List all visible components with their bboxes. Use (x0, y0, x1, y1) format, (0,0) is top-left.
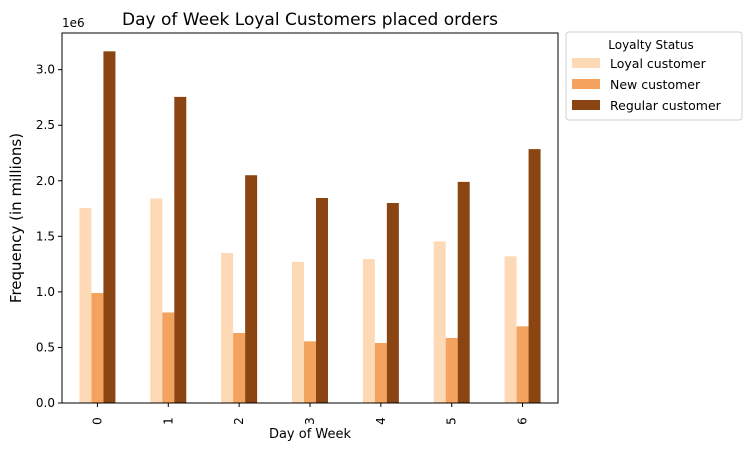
bar-new-customer-day-2 (233, 333, 246, 403)
bar-loyal-customer-day-5 (433, 241, 446, 403)
y-tick-label: 2.0 (36, 174, 55, 188)
plot-frame (61, 32, 559, 404)
x-tick-label: 5 (445, 417, 459, 425)
bar-loyal-customer-day-0 (79, 208, 92, 403)
bar-loyal-customer-day-2 (221, 253, 234, 403)
y-axis-offset-label: 1e6 (62, 16, 85, 30)
bar-new-customer-day-6 (516, 326, 529, 403)
bar-loyal-customer-day-3 (292, 261, 304, 403)
legend-swatch (572, 58, 600, 68)
y-axis-label: Frequency (in millions) (7, 133, 25, 303)
bar-regular-customer-day-4 (386, 203, 399, 403)
bar-new-customer-day-1 (162, 312, 175, 403)
bar-new-customer-day-5 (445, 338, 458, 403)
x-tick-label: 2 (232, 417, 246, 425)
legend-label: Regular customer (610, 98, 722, 113)
bar-loyal-customer-day-6 (504, 256, 517, 403)
x-tick-label: 4 (374, 417, 388, 425)
legend-label: Loyal customer (610, 56, 707, 71)
legend-label: New customer (610, 77, 701, 92)
axes-layer: 0.0 0.5 1.0 1.5 2.0 2.5 3.0 0 1 2 3 4 5 6 (36, 32, 559, 425)
legend-items: Loyal customer New customer Regular custom… (572, 56, 722, 113)
bar-regular-customer-day-0 (103, 51, 116, 403)
x-tick-label: 0 (90, 417, 104, 425)
y-tick-label: 0.0 (36, 396, 55, 410)
bar-loyal-customer-day-4 (362, 259, 375, 403)
bar-new-customer-day-4 (374, 343, 387, 403)
y-tick-label: 1.0 (36, 285, 55, 299)
bar-new-customer-day-0 (91, 293, 104, 403)
legend-title: Loyalty Status (608, 38, 693, 52)
y-tick-label: 3.0 (36, 63, 55, 77)
legend-swatch (572, 100, 600, 110)
y-tick-label: 2.5 (36, 118, 55, 132)
bar-regular-customer-day-6 (528, 149, 541, 403)
bar-loyal-customer-day-1 (150, 198, 163, 403)
y-tick-label: 0.5 (36, 340, 55, 354)
bar-regular-customer-day-3 (316, 198, 328, 403)
bars-layer (79, 51, 541, 403)
bar-new-customer-day-3 (304, 341, 316, 403)
x-tick-label: 3 (303, 417, 317, 425)
x-tick-label: 6 (516, 417, 530, 425)
chart-title: Day of Week Loyal Customers placed order… (122, 10, 498, 30)
x-tick-label: 1 (161, 417, 175, 425)
x-axis-label: Day of Week (269, 427, 352, 442)
legend-swatch (572, 79, 600, 89)
bar-regular-customer-day-5 (457, 181, 470, 403)
legend: Loyalty Status Loyal customer New custome… (565, 31, 743, 121)
bar-regular-customer-day-2 (245, 175, 258, 403)
y-tick-label: 1.5 (36, 229, 55, 243)
bar-regular-customer-day-1 (174, 96, 187, 403)
legend-box (565, 31, 743, 121)
